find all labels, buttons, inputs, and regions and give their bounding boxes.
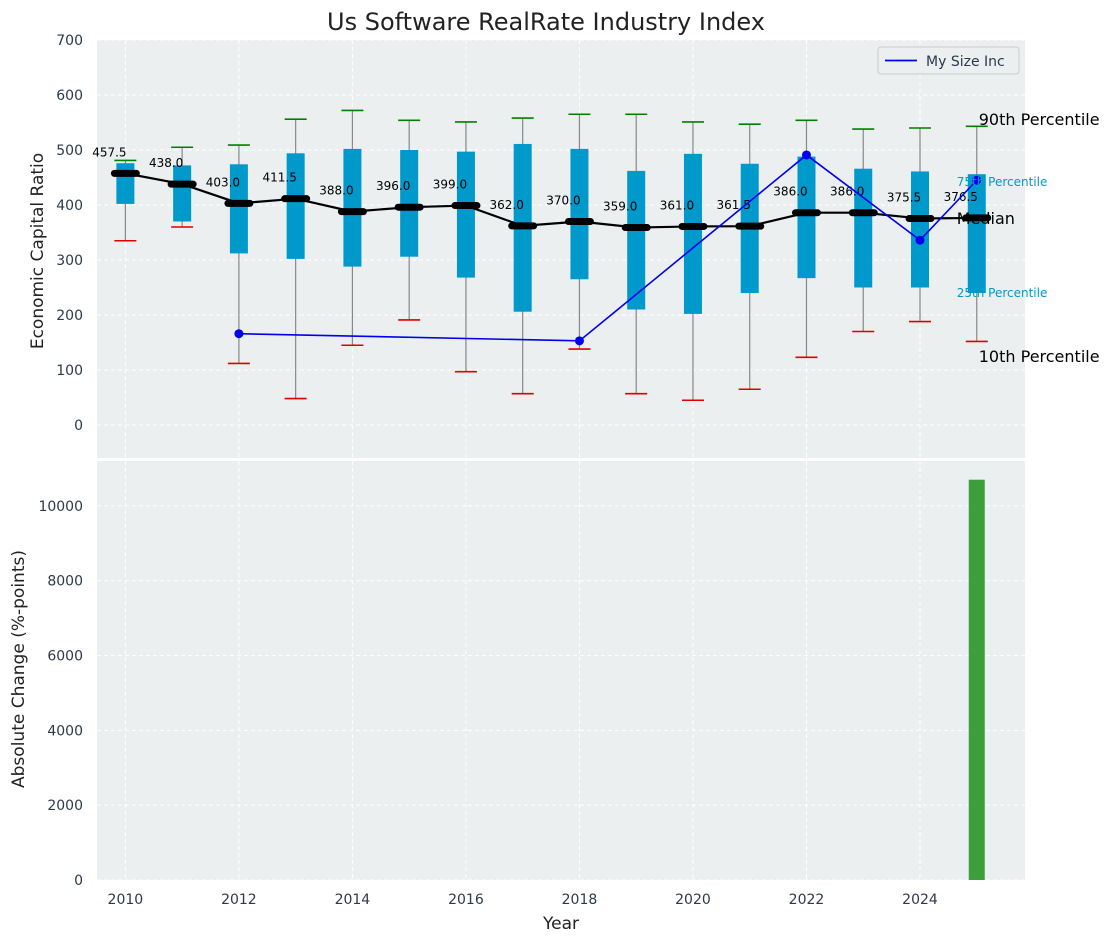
- x-tick-2016: 2016: [448, 892, 484, 908]
- median-label-2020: 361.0: [660, 198, 694, 212]
- bottom-y-tick-6000: 6000: [47, 649, 83, 665]
- iqr-box-2013: [286, 153, 305, 259]
- chart-title: Us Software RealRate Industry Index: [327, 8, 765, 36]
- bottom-plot-area: [97, 461, 1025, 880]
- bottom-y-tick-8000: 8000: [47, 574, 83, 590]
- median-label-2017: 362.0: [490, 198, 524, 212]
- median-line: [125, 172, 977, 229]
- top-y-tick-400: 400: [56, 198, 83, 214]
- top-y-tick-300: 300: [56, 253, 83, 269]
- iqr-box-2024: [910, 171, 929, 288]
- median-label-2010: 457.5: [92, 145, 126, 159]
- bottom-y-tick-2000: 2000: [47, 798, 83, 814]
- iqr-box-2012: [229, 164, 248, 254]
- iqr-box-2014: [343, 148, 362, 267]
- x-tick-2020: 2020: [675, 892, 711, 908]
- x-axis-label: Year: [542, 914, 579, 934]
- company-point-2018: [574, 336, 584, 346]
- x-tick-2012: 2012: [221, 892, 257, 908]
- iqr-box-2023: [854, 168, 873, 288]
- x-tick-2022: 2022: [789, 892, 825, 908]
- median-label-2011: 438.0: [149, 156, 183, 170]
- bottom-y-axis-label: Absolute Change (%-points): [9, 550, 29, 788]
- iqr-box-2022: [797, 156, 816, 279]
- company-point-2024: [915, 235, 925, 245]
- bottom-y-tick-4000: 4000: [47, 723, 83, 739]
- bottom-y-tick-0: 0: [74, 873, 83, 889]
- iqr-box-2018: [570, 148, 589, 280]
- median-label-2022: 386.0: [773, 185, 807, 199]
- top-y-tick-100: 100: [56, 363, 83, 379]
- median-label-2012: 403.0: [206, 175, 240, 189]
- median-label-2018: 370.0: [546, 194, 580, 208]
- median-label-2021: 361.5: [717, 198, 751, 212]
- x-tick-2010: 2010: [108, 892, 144, 908]
- annotation-p90: 90th Percentile: [979, 110, 1100, 129]
- iqr-box-2019: [627, 170, 646, 310]
- median-label-2013: 411.5: [262, 171, 296, 185]
- x-tick-2018: 2018: [562, 892, 598, 908]
- legend-label-my-size-inc: My Size Inc: [926, 54, 1005, 70]
- annotation-p75: 75th Percentile: [957, 175, 1048, 189]
- company-point-2022: [801, 150, 811, 160]
- company-point-2012: [234, 329, 244, 339]
- top-y-axis-label: Economic Capital Ratio: [28, 153, 48, 349]
- median-label-2015: 396.0: [376, 179, 410, 193]
- company-point-2025: [972, 175, 982, 185]
- top-y-tick-700: 700: [56, 33, 83, 49]
- median-label-2023: 386.0: [830, 185, 864, 199]
- annotation-p10: 10th Percentile: [979, 347, 1100, 366]
- box-panel: 0 100 200 300 400 500 600 700 457.5 438.0 403.0 411…: [56, 33, 1100, 458]
- median-label-2019: 359.0: [603, 200, 637, 214]
- legend-box: [877, 46, 1020, 75]
- iqr-box-2010: [116, 163, 135, 204]
- annotation-p25: 25th Percentile: [957, 286, 1048, 300]
- median-label-2014: 388.0: [319, 184, 353, 198]
- median-label-2016: 399.0: [433, 178, 467, 192]
- iqr-box-2020: [683, 153, 702, 314]
- top-y-tick-500: 500: [56, 143, 83, 159]
- x-tick-2024: 2024: [902, 892, 938, 908]
- top-y-tick-0: 0: [74, 418, 83, 434]
- iqr-box-2016: [456, 151, 475, 278]
- median-label-2024: 375.5: [887, 190, 921, 204]
- annotation-median: Median: [957, 209, 1015, 228]
- iqr-box-2025: [967, 174, 986, 293]
- iqr-box-2011: [173, 165, 192, 222]
- bottom-y-tick-10000: 10000: [38, 499, 83, 515]
- x-tick-2014: 2014: [335, 892, 371, 908]
- top-y-tick-600: 600: [56, 88, 83, 104]
- iqr-box-2015: [400, 150, 419, 257]
- top-y-tick-200: 200: [56, 308, 83, 324]
- legend: My Size Inc: [877, 46, 1020, 75]
- change-panel: 0 2000 4000 6000 8000 10000 2010 2012 2014 2016 20…: [38, 461, 1025, 908]
- change-bar-2025: [968, 479, 985, 880]
